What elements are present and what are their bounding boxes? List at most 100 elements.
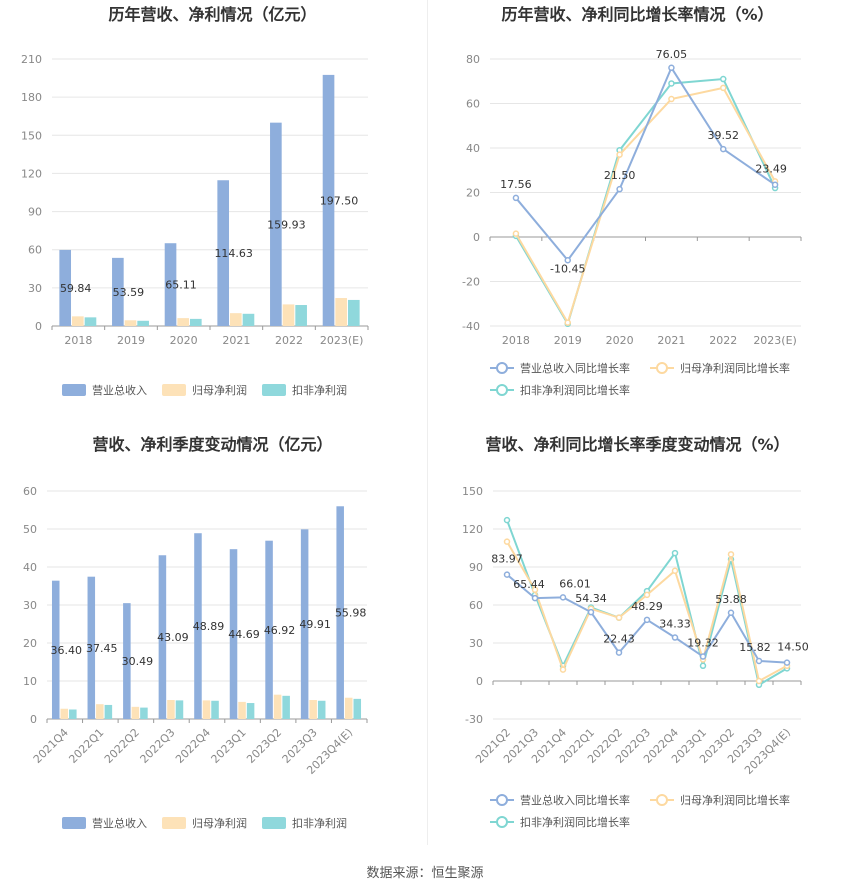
legend-marker-3-1 [656,794,668,806]
annual-revenue-profit-chart: 历年营收、净利情况（亿元） 0 30 60 90 120 150 180 210 2018 2019… [0,0,425,420]
bar-0-s0-1 [112,257,124,326]
y-tick-label-2: 10 [23,675,37,688]
point-3-s1-4 [615,614,623,621]
legend-swatch-2-2 [262,817,286,829]
point-3-s1-6 [671,567,679,575]
legend-marker-1-2 [496,384,508,396]
data-label-3-6: 34.33 [659,618,691,631]
legend-label-0-1: 归母净利润 [192,383,247,397]
panel-divider [427,0,428,845]
bar-2-s2-8 [353,698,362,719]
chart-title-1: 历年营收、净利同比增长率情况（%） [501,5,773,24]
point-1-s1-2 [616,151,623,158]
legend-label-0-0: 营业总收入 [92,383,147,397]
x-tick-label-2: 2022Q3 [138,726,178,766]
x-tick-label-1: 2021 [657,334,685,347]
bar-0-s1-4 [282,304,295,326]
legend-swatch-0-1 [162,384,186,396]
legend-label-1-1: 归母净利润同比增长率 [680,361,790,375]
point-1-s2-4 [720,75,727,83]
annual-growth-rate-chart: 历年营收、净利同比增长率情况（%） -40 -20 0 20 40 60 80 2018 2019… [425,0,850,420]
legend-label-0-2: 扣非净利润 [292,383,347,397]
y-tick-label-3: 90 [469,561,483,574]
bar-0-s0-0 [59,249,72,326]
y-tick-label-2: 50 [23,523,37,536]
y-tick-label-0: 30 [28,282,42,295]
point-3-s2-0 [503,516,511,524]
point-3-s0-5 [643,616,651,624]
data-label-0-3: 114.63 [214,247,253,260]
legend-swatch-0-0 [62,384,86,396]
y-tick-label-0: 120 [21,167,42,180]
bar-2-s2-1 [104,704,113,719]
bar-0-s1-1 [124,320,137,326]
x-tick-label-2: 2023Q2 [244,726,284,766]
quarterly-growth-rate-chart: 营收、净利同比增长率季度变动情况（%） -30 0 30 60 90 120 150 2021Q… [425,430,850,850]
data-label-1-1: -10.45 [550,262,585,275]
data-label-3-5: 48.29 [631,600,663,613]
data-label-3-10: 14.50 [777,641,809,654]
bar-2-s0-8 [336,506,344,719]
data-label-1-0: 17.56 [500,178,532,191]
point-1-s1-3 [668,95,675,103]
bar-2-s2-5 [246,703,255,719]
chart-title-2: 营收、净利季度变动情况（亿元） [92,435,332,454]
bar-2-s2-3 [175,700,184,719]
point-3-s0-1 [531,594,539,602]
point-3-s1-5 [643,591,651,599]
bar-2-s0-0 [51,580,60,719]
point-3-s2-6 [671,549,679,557]
bar-0-s2-1 [137,320,149,326]
bar-2-s1-2 [131,706,140,719]
point-3-s0-4 [615,649,623,656]
bar-2-s0-1 [87,576,96,719]
point-3-s0-0 [503,571,511,578]
point-3-s1-9 [755,677,763,685]
bar-2-s0-6 [265,540,273,719]
point-3-s0-6 [671,634,679,641]
bar-2-s0-7 [300,529,309,719]
y-tick-label-0: 60 [28,244,42,257]
x-tick-label-2: 2022Q4 [173,726,213,766]
data-label-0-0: 59.84 [60,282,92,295]
bar-2-s1-7 [309,700,317,719]
data-label-2-8: 55.98 [335,607,367,620]
bar-2-s1-0 [60,708,69,719]
data-label-3-8: 53.88 [715,593,747,606]
x-tick-label-2: 2023Q1 [209,726,249,766]
x-tick-label-1: 2018 [502,334,530,347]
chart-svg-1: 历年营收、净利同比增长率情况（%） -40 -20 0 20 40 60 80 2018 2019… [462,5,802,397]
data-label-2-4: 48.89 [193,620,225,633]
bar-2-s0-4 [194,533,202,719]
bar-0-s2-2 [189,318,202,326]
legend-swatch-2-0 [62,817,86,829]
y-tick-label-1: -20 [462,276,480,289]
data-label-2-1: 37.45 [86,642,118,655]
y-tick-label-3: 150 [462,485,483,498]
data-label-3-2: 66.01 [559,577,591,590]
point-1-s0-1 [564,257,571,264]
bar-2-s1-6 [273,694,282,719]
legend-swatch-2-1 [162,817,186,829]
y-tick-label-1: 0 [473,231,480,244]
data-label-0-5: 197.50 [320,194,359,207]
legend-marker-3-0 [496,794,508,806]
data-label-1-5: 23.49 [755,163,787,176]
y-tick-label-0: 150 [21,129,42,142]
point-1-s0-3 [668,64,675,72]
y-tick-label-1: 60 [466,98,480,111]
y-tick-label-2: 60 [23,485,37,498]
quarterly-revenue-profit-chart: 营收、净利季度变动情况（亿元） 0 10 20 30 40 50 60 2021Q4 2022Q1… [0,430,425,850]
data-label-2-7: 49.91 [299,618,331,631]
bar-2-s0-5 [229,549,238,719]
bar-0-s2-3 [242,313,255,326]
bar-2-s1-8 [344,697,353,719]
x-tick-label-0: 2020 [170,334,198,347]
y-tick-label-3: -30 [465,713,483,726]
bar-0-s1-2 [177,318,189,326]
x-tick-label-0: 2023(E) [320,334,364,347]
chart-title-3: 营收、净利同比增长率季度变动情况（%） [485,435,789,454]
legend-swatch-0-2 [262,384,286,396]
legend-label-1-0: 营业总收入同比增长率 [520,361,630,375]
y-tick-label-0: 90 [28,206,42,219]
